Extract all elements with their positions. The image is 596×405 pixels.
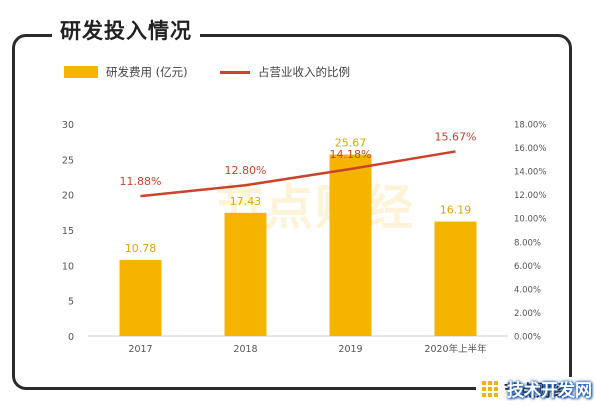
y-left-tick-label: 25 <box>62 155 74 166</box>
bar-value-label: 10.78 <box>125 242 157 255</box>
line-value-label: 14.18% <box>330 148 372 161</box>
bar-value-label: 25.67 <box>335 137 367 150</box>
y-left-tick-label: 0 <box>68 332 74 343</box>
legend-label-bar: 研发费用 (亿元) <box>106 65 188 79</box>
y-right-tick-label: 2.00% <box>514 309 541 319</box>
line-value-label: 11.88% <box>120 175 162 188</box>
y-left-tick-label: 20 <box>62 191 74 202</box>
y-right-tick-label: 0.00% <box>514 333 541 343</box>
legend-swatch-line <box>220 70 250 74</box>
y-right-tick-label: 10.00% <box>514 215 546 225</box>
y-left-tick-label: 15 <box>62 226 74 237</box>
y-right-tick-label: 12.00% <box>514 191 546 201</box>
y-right-tick-label: 6.00% <box>514 262 541 272</box>
y-left-tick-label: 10 <box>62 261 74 272</box>
y-right-tick-label: 14.00% <box>514 168 546 178</box>
y-right-tick-label: 8.00% <box>514 238 541 248</box>
bar <box>224 212 267 336</box>
y-right-tick-label: 4.00% <box>514 285 541 295</box>
corner-watermark: 技术开发网 <box>507 381 592 401</box>
brand-grid-icon <box>481 381 498 397</box>
x-tick-label: 2020年上半年 <box>424 343 487 355</box>
bar <box>119 259 162 336</box>
x-tick-label: 2018 <box>233 344 257 355</box>
brand-name: 节点财经 <box>503 381 568 400</box>
y-left-tick-label: 5 <box>68 297 74 308</box>
x-tick-label: 2017 <box>128 344 152 355</box>
y-right-tick-label: 18.00% <box>514 121 546 131</box>
bar <box>434 221 477 336</box>
legend-swatch-bar <box>64 66 98 78</box>
bar <box>329 154 372 336</box>
legend-item-line: 占营业收入的比例 <box>220 64 350 80</box>
ratio-line <box>140 150 456 198</box>
brand-logo: 节点财经 <box>475 377 574 401</box>
chart-frame <box>12 34 572 390</box>
legend-item-bar: 研发费用 (亿元) <box>64 64 188 80</box>
bar-value-label: 17.43 <box>230 195 262 208</box>
chart-title: 研发投入情况 <box>52 14 200 48</box>
x-tick-label: 2019 <box>338 344 362 355</box>
y-right-tick-label: 16.00% <box>514 144 546 154</box>
line-value-label: 15.67% <box>435 130 477 143</box>
legend-label-line: 占营业收入的比例 <box>258 65 350 79</box>
y-left-tick-label: 30 <box>62 120 74 131</box>
bar-value-label: 16.19 <box>440 204 472 217</box>
line-value-label: 12.80% <box>225 164 267 177</box>
